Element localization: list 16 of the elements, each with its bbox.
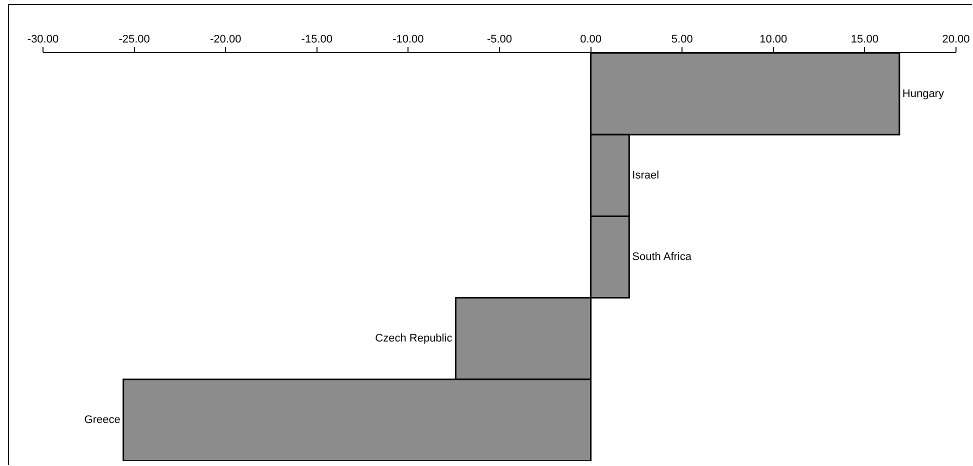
x-tick-label: -15.00 [301,34,332,46]
x-tick-label: -10.00 [392,34,424,46]
x-tick-label: 10.00 [760,34,788,46]
x-tick-label: 0.00 [580,34,602,46]
x-tick-label: 5.00 [671,34,693,46]
y-tick-label: Hungary [902,88,944,100]
y-tick-label: Israel [632,169,660,182]
x-tick-label: 20.00 [942,34,970,46]
x-tick-label: -5.00 [486,34,512,46]
x-tick-label: 15.00 [850,34,878,46]
y-tick-label: Czech Republic [375,332,453,345]
y-tick-label: South Africa [632,251,692,263]
x-tick-label: -30.00 [27,34,59,46]
y-tick-label: Greece [84,414,120,426]
x-tick-label: -20.00 [210,34,242,46]
x-tick-label: -25.00 [118,34,150,46]
